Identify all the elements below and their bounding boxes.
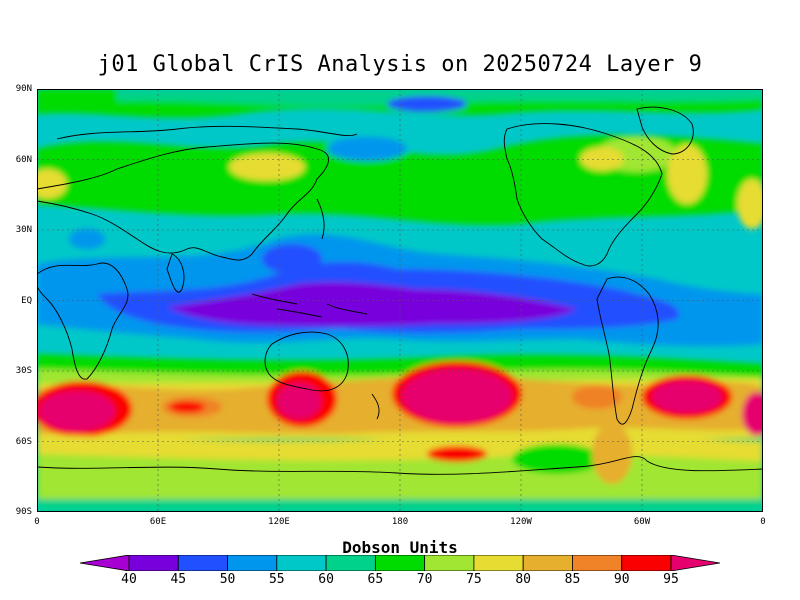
lon-label-60w: 60W bbox=[633, 517, 651, 527]
colorbar-min-triangle bbox=[80, 555, 130, 571]
ozone-map bbox=[37, 89, 763, 512]
colorbar-swatch bbox=[325, 555, 376, 571]
colorbar-swatch bbox=[227, 555, 278, 571]
india-coast bbox=[166, 253, 185, 293]
lat-label-60s: 60S bbox=[15, 437, 32, 447]
colorbar-tick-label: 45 bbox=[170, 572, 187, 587]
south-america-coast bbox=[596, 276, 659, 425]
eurasia-coast bbox=[37, 142, 329, 261]
colorbar-swatch bbox=[572, 555, 623, 571]
north-america-coast bbox=[503, 123, 663, 267]
colorbar-tick-label: 90 bbox=[613, 572, 630, 587]
colorbar-swatch bbox=[473, 555, 524, 571]
colorbar bbox=[80, 555, 720, 571]
colorbar-tick-label: 65 bbox=[367, 572, 384, 587]
colorbar-tick-label: 85 bbox=[564, 572, 581, 587]
coastlines bbox=[37, 106, 763, 475]
colorbar-swatch bbox=[177, 555, 228, 571]
colorbar-tick-label: 55 bbox=[268, 572, 285, 587]
colorbar-max-triangle bbox=[670, 555, 720, 571]
colorbar-swatch bbox=[522, 555, 573, 571]
colorbar-swatch bbox=[374, 555, 426, 571]
lat-label-90s: 90S bbox=[15, 507, 32, 517]
lon-label-120w: 120W bbox=[510, 517, 532, 527]
greenland-coast bbox=[636, 106, 694, 155]
antarctica-coast bbox=[37, 456, 763, 475]
lon-label-0-right: 0 bbox=[760, 517, 766, 527]
lat-label-30n: 30N bbox=[15, 225, 32, 235]
colorbar-tick-label: 75 bbox=[466, 572, 482, 587]
nz-coast bbox=[371, 393, 380, 420]
japan-coast bbox=[316, 198, 325, 240]
colorbar-swatch bbox=[128, 555, 179, 571]
lon-label-60e: 60E bbox=[149, 517, 167, 527]
colorbar-title: Dobson Units bbox=[342, 538, 458, 557]
australia-coast bbox=[264, 331, 349, 392]
colorbar-swatch bbox=[621, 555, 672, 571]
africa-coast bbox=[37, 262, 129, 380]
colorbar-tick-label: 40 bbox=[121, 572, 137, 587]
lat-label-60n: 60N bbox=[15, 155, 32, 165]
colorbar-swatch bbox=[424, 555, 475, 571]
colorbar-tick-label: 60 bbox=[318, 572, 334, 587]
lat-label-90n: 90N bbox=[15, 84, 32, 94]
lat-label-30s: 30S bbox=[15, 366, 32, 376]
tropical-min bbox=[167, 281, 577, 327]
lat-label-eq: EQ bbox=[21, 296, 32, 306]
arctic-coast bbox=[56, 125, 358, 140]
lon-label-120e: 120E bbox=[268, 517, 290, 527]
colorbar-tick-label: 95 bbox=[663, 572, 679, 587]
colorbar-tick-label: 50 bbox=[219, 572, 236, 587]
colorbar-swatch bbox=[276, 555, 327, 571]
map-title: j01 Global CrIS Analysis on 20250724 Lay… bbox=[97, 52, 703, 77]
lon-label-180: 180 bbox=[391, 517, 409, 527]
lon-label-0-left: 0 bbox=[34, 517, 40, 527]
colorbar-tick-label: 70 bbox=[416, 572, 433, 587]
indonesia-coast bbox=[251, 293, 368, 318]
colorbar-tick-label: 80 bbox=[515, 572, 531, 587]
